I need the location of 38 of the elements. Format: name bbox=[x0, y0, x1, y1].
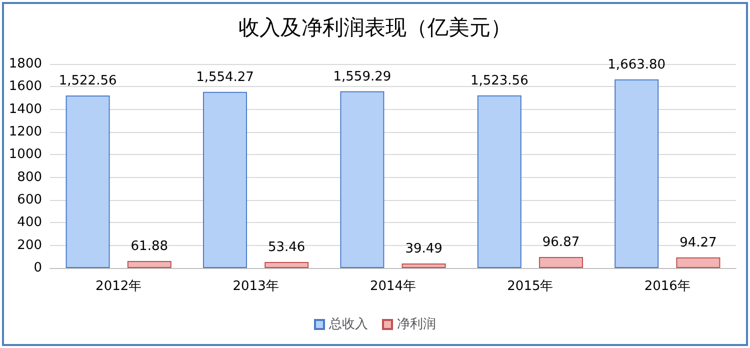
data-label: 96.87 bbox=[542, 235, 580, 250]
bar bbox=[676, 257, 720, 268]
bar bbox=[614, 79, 659, 268]
data-label: 1,663.80 bbox=[608, 57, 666, 72]
y-tick-label: 1600 bbox=[8, 79, 42, 94]
legend-label: 总收入 bbox=[328, 317, 368, 332]
data-label: 1,559.29 bbox=[333, 69, 392, 84]
y-tick-label: 0 bbox=[34, 260, 42, 276]
data-label: 1,523.56 bbox=[470, 73, 528, 88]
bar bbox=[477, 95, 522, 268]
bar bbox=[402, 264, 446, 268]
bar bbox=[539, 257, 583, 268]
x-tick-label: 2013年 bbox=[232, 279, 279, 294]
y-tick-label: 800 bbox=[17, 170, 42, 185]
data-label: 39.49 bbox=[405, 242, 442, 257]
bar bbox=[340, 91, 384, 268]
bar bbox=[203, 92, 247, 268]
y-tick-label: 1000 bbox=[8, 147, 42, 162]
y-tick-label: 1400 bbox=[8, 102, 42, 117]
bar bbox=[66, 95, 110, 268]
data-label: 61.88 bbox=[130, 238, 168, 254]
bar bbox=[264, 262, 309, 268]
x-tick-label: 2016年 bbox=[644, 279, 690, 294]
legend-label: 净利润 bbox=[397, 317, 436, 332]
data-label: 1,554.27 bbox=[196, 70, 254, 85]
data-label: 1,522.56 bbox=[58, 73, 117, 88]
x-tick-label: 2014年 bbox=[370, 279, 416, 294]
y-tick-label: 1800 bbox=[8, 56, 42, 72]
y-tick-label: 200 bbox=[17, 238, 42, 253]
y-tick-label: 600 bbox=[17, 192, 42, 208]
x-tick-label: 2015年 bbox=[507, 279, 554, 294]
y-tick-label: 400 bbox=[17, 215, 42, 230]
bar bbox=[127, 260, 172, 268]
data-label: 53.46 bbox=[268, 240, 306, 255]
data-label: 94.27 bbox=[680, 235, 717, 250]
chart-title: 收入及净利润表现（亿美元） bbox=[238, 16, 512, 40]
x-tick-label: 2012年 bbox=[96, 279, 142, 294]
y-tick-label: 1200 bbox=[8, 124, 42, 140]
